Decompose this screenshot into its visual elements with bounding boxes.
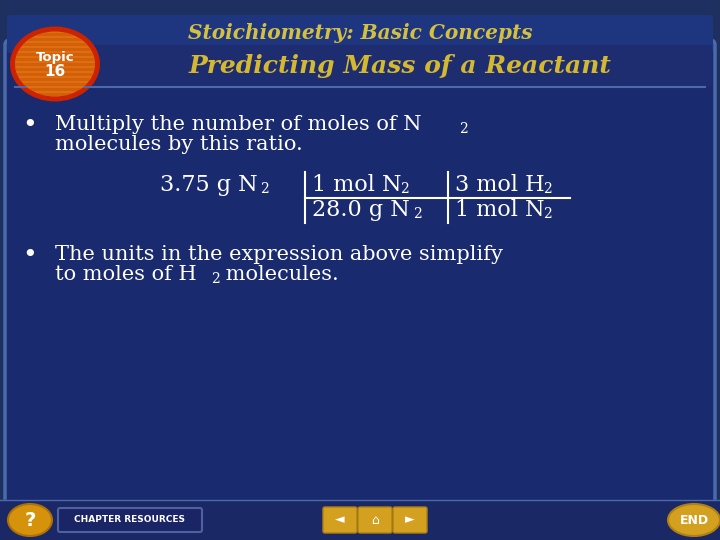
Text: Stoichiometry: Basic Concepts: Stoichiometry: Basic Concepts bbox=[188, 23, 532, 43]
Text: END: END bbox=[680, 514, 708, 526]
Text: ⌂: ⌂ bbox=[371, 514, 379, 526]
Text: molecules.: molecules. bbox=[219, 266, 338, 285]
Bar bbox=[0, 500, 720, 540]
FancyBboxPatch shape bbox=[323, 507, 357, 533]
Text: ?: ? bbox=[24, 510, 36, 530]
Text: Predicting Mass of a Reactant: Predicting Mass of a Reactant bbox=[189, 54, 611, 78]
Ellipse shape bbox=[668, 504, 720, 536]
Text: 3 mol H: 3 mol H bbox=[455, 174, 544, 196]
Text: •: • bbox=[22, 113, 37, 137]
Text: 2: 2 bbox=[543, 182, 552, 196]
FancyBboxPatch shape bbox=[83, 45, 712, 87]
Ellipse shape bbox=[8, 504, 52, 536]
Text: to moles of H: to moles of H bbox=[55, 266, 197, 285]
Text: 1 mol N: 1 mol N bbox=[455, 199, 544, 221]
Text: 28.0 g N: 28.0 g N bbox=[312, 199, 410, 221]
Text: molecules by this ratio.: molecules by this ratio. bbox=[55, 134, 302, 153]
Text: •: • bbox=[22, 244, 37, 267]
FancyBboxPatch shape bbox=[358, 507, 392, 533]
Text: 16: 16 bbox=[45, 64, 66, 78]
Text: 3.75 g N: 3.75 g N bbox=[160, 174, 258, 196]
Text: ►: ► bbox=[405, 514, 415, 526]
FancyBboxPatch shape bbox=[5, 40, 715, 505]
FancyBboxPatch shape bbox=[58, 508, 202, 532]
Text: 1 mol N: 1 mol N bbox=[312, 174, 402, 196]
Text: The units in the expression above simplify: The units in the expression above simpli… bbox=[55, 246, 503, 265]
Text: 2: 2 bbox=[260, 182, 269, 196]
Text: Topic: Topic bbox=[36, 51, 74, 64]
Text: 2: 2 bbox=[413, 207, 422, 221]
Text: 2: 2 bbox=[211, 272, 220, 286]
Text: 2: 2 bbox=[459, 122, 468, 136]
Ellipse shape bbox=[15, 31, 95, 97]
Text: CHAPTER RESOURCES: CHAPTER RESOURCES bbox=[74, 516, 186, 524]
Text: Multiply the number of moles of N: Multiply the number of moles of N bbox=[55, 116, 421, 134]
Ellipse shape bbox=[10, 26, 100, 102]
FancyBboxPatch shape bbox=[7, 15, 713, 53]
Text: 2: 2 bbox=[543, 207, 552, 221]
FancyBboxPatch shape bbox=[393, 507, 427, 533]
Text: ◄: ◄ bbox=[336, 514, 345, 526]
Text: 2: 2 bbox=[400, 182, 409, 196]
